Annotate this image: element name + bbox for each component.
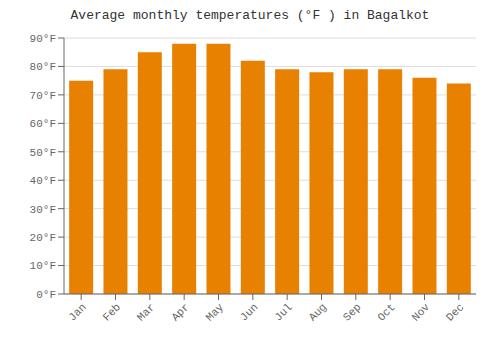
svg-text:Apr: Apr [169, 301, 191, 323]
svg-text:20°F: 20°F [30, 232, 56, 244]
svg-text:Jul: Jul [272, 301, 294, 323]
svg-text:80°F: 80°F [30, 61, 56, 73]
svg-text:Oct: Oct [375, 301, 397, 323]
svg-text:50°F: 50°F [30, 147, 56, 159]
svg-text:Nov: Nov [410, 301, 433, 324]
svg-text:70°F: 70°F [30, 90, 56, 102]
svg-text:Dec: Dec [444, 301, 466, 323]
svg-text:Mar: Mar [135, 301, 157, 323]
svg-text:Aug: Aug [307, 301, 329, 323]
svg-text:Sep: Sep [341, 301, 363, 323]
svg-text:30°F: 30°F [30, 204, 56, 216]
svg-text:May: May [204, 301, 227, 324]
svg-text:Feb: Feb [101, 301, 123, 323]
svg-text:60°F: 60°F [30, 118, 56, 130]
html-text:Average monthly temperatures (: Average monthly temperatures (°F ) in Ba… [70, 8, 430, 23]
svg-text:10°F: 10°F [30, 260, 56, 272]
svg-text:Jun: Jun [238, 301, 260, 323]
svg-text:0°F: 0°F [36, 289, 56, 301]
svg-text:40°F: 40°F [30, 175, 56, 187]
svg-text:90°F: 90°F [30, 33, 56, 45]
svg-text:Jan: Jan [66, 301, 88, 323]
